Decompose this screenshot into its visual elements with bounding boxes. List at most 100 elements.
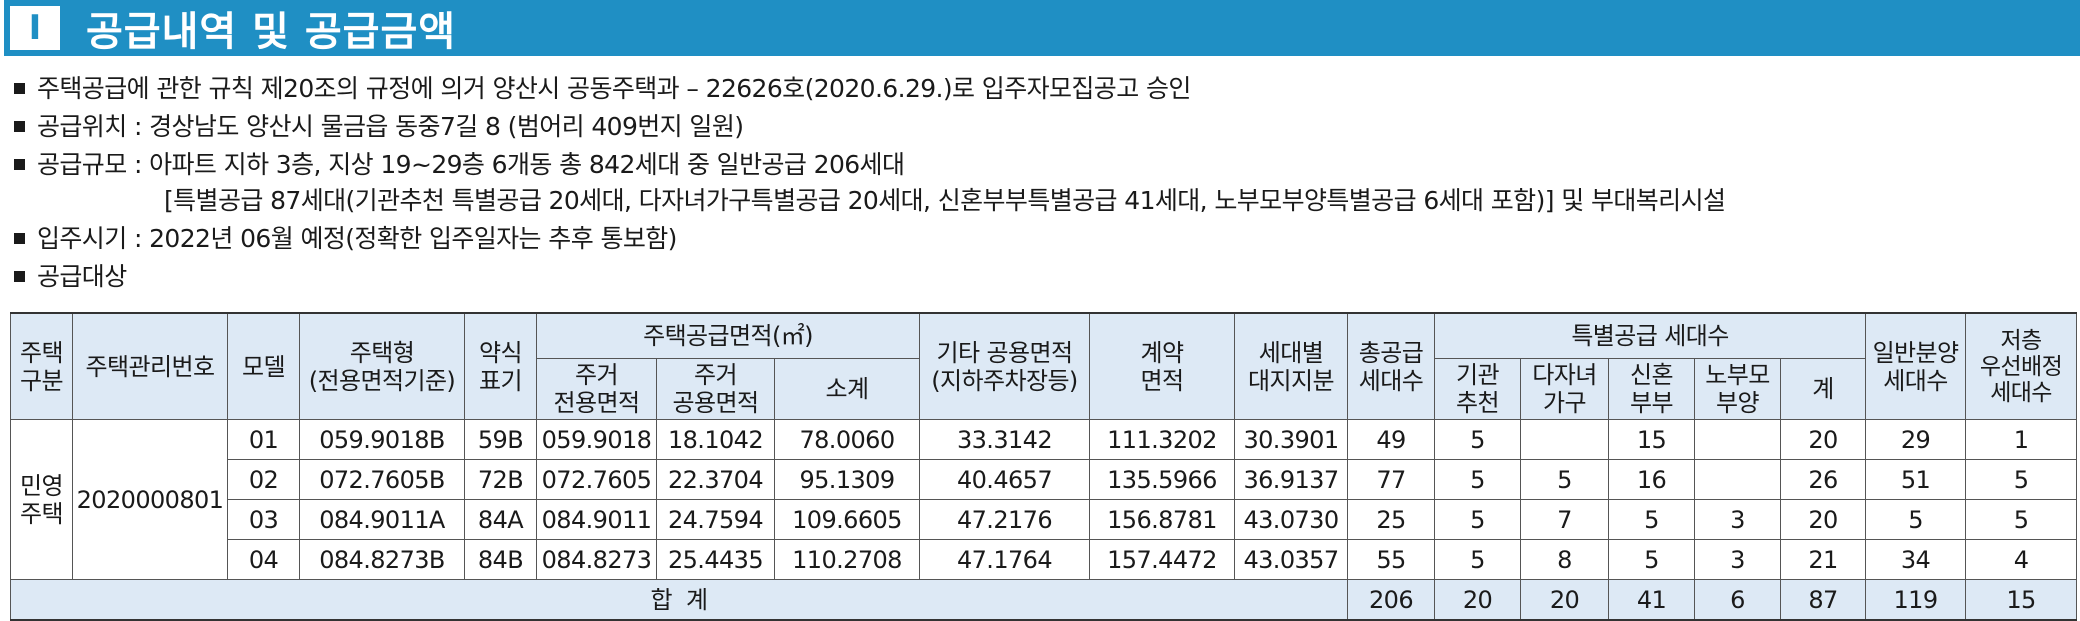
table-cell: 3 bbox=[1694, 499, 1781, 540]
header-total-units: 총공급 세대수 bbox=[1347, 312, 1435, 420]
total-cell: 20 bbox=[1520, 579, 1609, 621]
table-cell bbox=[1520, 419, 1609, 460]
table-cell: 5 bbox=[1520, 459, 1609, 500]
total-row: 합 계 206 20 20 41 6 87 119 15 bbox=[10, 579, 2078, 621]
header-contract-area: 계약 면적 bbox=[1089, 312, 1235, 420]
table-cell: 29 bbox=[1865, 419, 1967, 460]
header-subtotal: 소계 bbox=[774, 358, 920, 420]
table-row: 03 084.9011A 84A 084.9011 24.7594 109.66… bbox=[11, 499, 2078, 540]
table-cell: 4 bbox=[1965, 539, 2078, 580]
table-cell: 59B bbox=[464, 419, 537, 460]
header-land-share: 세대별 대지지분 bbox=[1234, 312, 1348, 420]
table-cell bbox=[1694, 459, 1781, 500]
header-supply-area: 주택공급면적(㎡) bbox=[536, 312, 920, 359]
table-cell: 5 bbox=[1434, 419, 1521, 460]
notice-item-target: 공급대상 bbox=[14, 260, 127, 294]
table-cell: 5 bbox=[1965, 499, 2078, 540]
header-elderly: 노부모 부양 bbox=[1694, 358, 1781, 420]
notice-item-approval: 주택공급에 관한 규칙 제20조의 규정에 의거 양산시 공동주택과 – 226… bbox=[14, 72, 1191, 106]
header-house-class: 주택 구분 bbox=[10, 312, 73, 420]
table-row: 민영 주택 2020000801 01 059.9018B 59B 059.90… bbox=[10, 419, 2078, 580]
table-cell: 20 bbox=[1779, 499, 1867, 540]
table-cell: 084.9011A bbox=[299, 499, 465, 540]
header-special: 특별공급 세대수 bbox=[1433, 312, 1867, 359]
total-cell: 206 bbox=[1347, 579, 1435, 621]
table-cell: 5 bbox=[1865, 499, 1967, 540]
table-cell: 059.9018B bbox=[299, 419, 465, 460]
table-cell: 8 bbox=[1520, 539, 1609, 580]
table-cell: 21 bbox=[1779, 539, 1867, 580]
table-cell: 135.5966 bbox=[1089, 459, 1235, 500]
table-cell: 47.2176 bbox=[919, 499, 1090, 540]
header-mgmt-no: 주택관리번호 bbox=[72, 312, 228, 420]
table-cell: 77 bbox=[1347, 459, 1435, 500]
table-cell: 18.1042 bbox=[656, 419, 775, 460]
table-cell: 33.3142 bbox=[919, 419, 1090, 460]
house-class-cell: 민영 주택 bbox=[10, 419, 73, 580]
header-special-sum: 계 bbox=[1779, 358, 1867, 420]
section-title-bar: I 공급내역 및 공급금액 bbox=[4, 0, 2080, 56]
table-cell: 03 bbox=[227, 499, 300, 540]
table-cell: 5 bbox=[1608, 499, 1695, 540]
table-cell: 43.0357 bbox=[1234, 539, 1348, 580]
table-cell: 20 bbox=[1779, 419, 1867, 460]
table-cell: 15 bbox=[1608, 419, 1695, 460]
table-cell: 49 bbox=[1347, 419, 1435, 460]
table-cell: 22.3704 bbox=[656, 459, 775, 500]
table-cell: 072.7605 bbox=[536, 459, 657, 500]
total-cell: 119 bbox=[1865, 579, 1967, 621]
table-cell: 5 bbox=[1965, 459, 2078, 500]
table-cell: 059.9018 bbox=[536, 419, 657, 460]
notice-item-location: 공급위치 : 경상남도 양산시 물금읍 동중7길 8 (범어리 409번지 일원… bbox=[14, 110, 744, 144]
notice-item-scale-detail: [특별공급 87세대(기관추천 특별공급 20세대, 다자녀가구특별공급 20세… bbox=[164, 186, 1726, 215]
bullet-square-icon bbox=[14, 82, 25, 94]
table-cell: 109.6605 bbox=[774, 499, 920, 540]
header-multi-child: 다자녀 가구 bbox=[1520, 358, 1609, 420]
mgmt-number-cell: 2020000801 bbox=[72, 419, 228, 580]
table-cell: 51 bbox=[1865, 459, 1967, 500]
table-cell: 072.7605B bbox=[299, 459, 465, 500]
table-cell: 111.3202 bbox=[1089, 419, 1235, 460]
table-cell: 157.4472 bbox=[1089, 539, 1235, 580]
total-cell: 87 bbox=[1779, 579, 1867, 621]
table-cell: 24.7594 bbox=[656, 499, 775, 540]
table-cell: 5 bbox=[1434, 459, 1521, 500]
table-cell: 47.1764 bbox=[919, 539, 1090, 580]
table-cell: 95.1309 bbox=[774, 459, 920, 500]
header-low-floor: 저층 우선배정 세대수 bbox=[1965, 312, 2078, 420]
header-common-area: 주거 공용면적 bbox=[656, 358, 775, 420]
table-cell: 25.4435 bbox=[656, 539, 775, 580]
table-cell: 5 bbox=[1434, 539, 1521, 580]
header-newlywed: 신혼 부부 bbox=[1608, 358, 1695, 420]
table-cell bbox=[1694, 419, 1781, 460]
table-cell: 156.8781 bbox=[1089, 499, 1235, 540]
table-cell: 7 bbox=[1520, 499, 1609, 540]
table-row: 04 084.8273B 84B 084.8273 25.4435 110.27… bbox=[11, 539, 2078, 580]
header-abbr: 약식 표기 bbox=[464, 312, 537, 420]
table-cell: 55 bbox=[1347, 539, 1435, 580]
notice-item-scale: 공급규모 : 아파트 지하 3층, 지상 19~29층 6개동 총 842세대 … bbox=[14, 148, 905, 182]
header-general: 일반분양 세대수 bbox=[1865, 312, 1967, 420]
table-cell: 78.0060 bbox=[774, 419, 920, 460]
header-excl-area: 주거 전용면적 bbox=[536, 358, 657, 420]
table-cell: 26 bbox=[1779, 459, 1867, 500]
total-cell: 15 bbox=[1965, 579, 2078, 621]
table-cell: 84A bbox=[464, 499, 537, 540]
table-cell: 30.3901 bbox=[1234, 419, 1348, 460]
table-cell: 02 bbox=[227, 459, 300, 500]
total-cell: 41 bbox=[1608, 579, 1695, 621]
table-cell: 5 bbox=[1434, 499, 1521, 540]
total-cell: 6 bbox=[1694, 579, 1781, 621]
supply-table: 주택 구분 주택관리번호 모델 주택형 (전용면적기준) 약식 표기 주택공급면… bbox=[10, 312, 2078, 621]
table-cell: 43.0730 bbox=[1234, 499, 1348, 540]
table-cell: 36.9137 bbox=[1234, 459, 1348, 500]
header-agency: 기관 추천 bbox=[1434, 358, 1521, 420]
table-row: 02 072.7605B 72B 072.7605 22.3704 95.130… bbox=[11, 459, 2078, 500]
header-house-type: 주택형 (전용면적기준) bbox=[299, 312, 465, 420]
table-cell: 5 bbox=[1608, 539, 1695, 580]
section-title: 공급내역 및 공급금액 bbox=[86, 9, 457, 55]
total-label: 합 계 bbox=[10, 579, 1348, 621]
total-cell: 20 bbox=[1434, 579, 1521, 621]
table-cell: 01 bbox=[227, 419, 300, 460]
table-cell: 40.4657 bbox=[919, 459, 1090, 500]
